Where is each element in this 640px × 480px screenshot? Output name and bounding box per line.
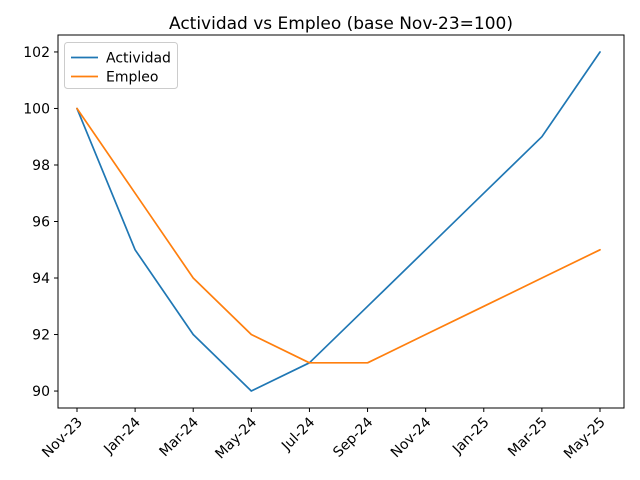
y-tick-label: 100 [23, 101, 50, 117]
y-tick-label: 102 [23, 45, 50, 61]
x-tick-label: Jul-24 [278, 414, 318, 454]
chart-title: Actividad vs Empleo (base Nov-23=100) [169, 14, 513, 34]
y-tick-label: 98 [32, 158, 50, 174]
y-tick-label: 92 [32, 328, 50, 344]
x-tick-label: Sep-24 [330, 414, 376, 460]
x-tick-label: Nov-24 [388, 414, 435, 461]
y-tick-label: 90 [32, 384, 50, 400]
plot-border [57, 34, 625, 409]
legend: Actividad Empleo [64, 42, 178, 89]
series-line-actividad [76, 51, 601, 392]
x-tick-label: Jan-24 [100, 414, 144, 458]
x-tick-label: May-25 [561, 415, 609, 463]
series-line-empleo [76, 107, 601, 364]
x-tick-label: Mar-25 [505, 415, 551, 461]
x-tick-label: May-24 [212, 414, 260, 462]
legend-label-empleo: Empleo [106, 70, 158, 86]
plot-area: 90 92 94 96 98 100 102 Nov-23 Jan-24 Mar-24 May-24… [23, 34, 625, 463]
x-tick-label: Jan-25 [449, 415, 492, 458]
x-tick-label: Nov-23 [39, 415, 86, 462]
legend-label-actividad: Actividad [106, 51, 171, 67]
x-tick-label: Mar-24 [157, 414, 203, 460]
y-tick-label: 94 [32, 271, 50, 287]
y-tick-label: 96 [32, 215, 50, 231]
